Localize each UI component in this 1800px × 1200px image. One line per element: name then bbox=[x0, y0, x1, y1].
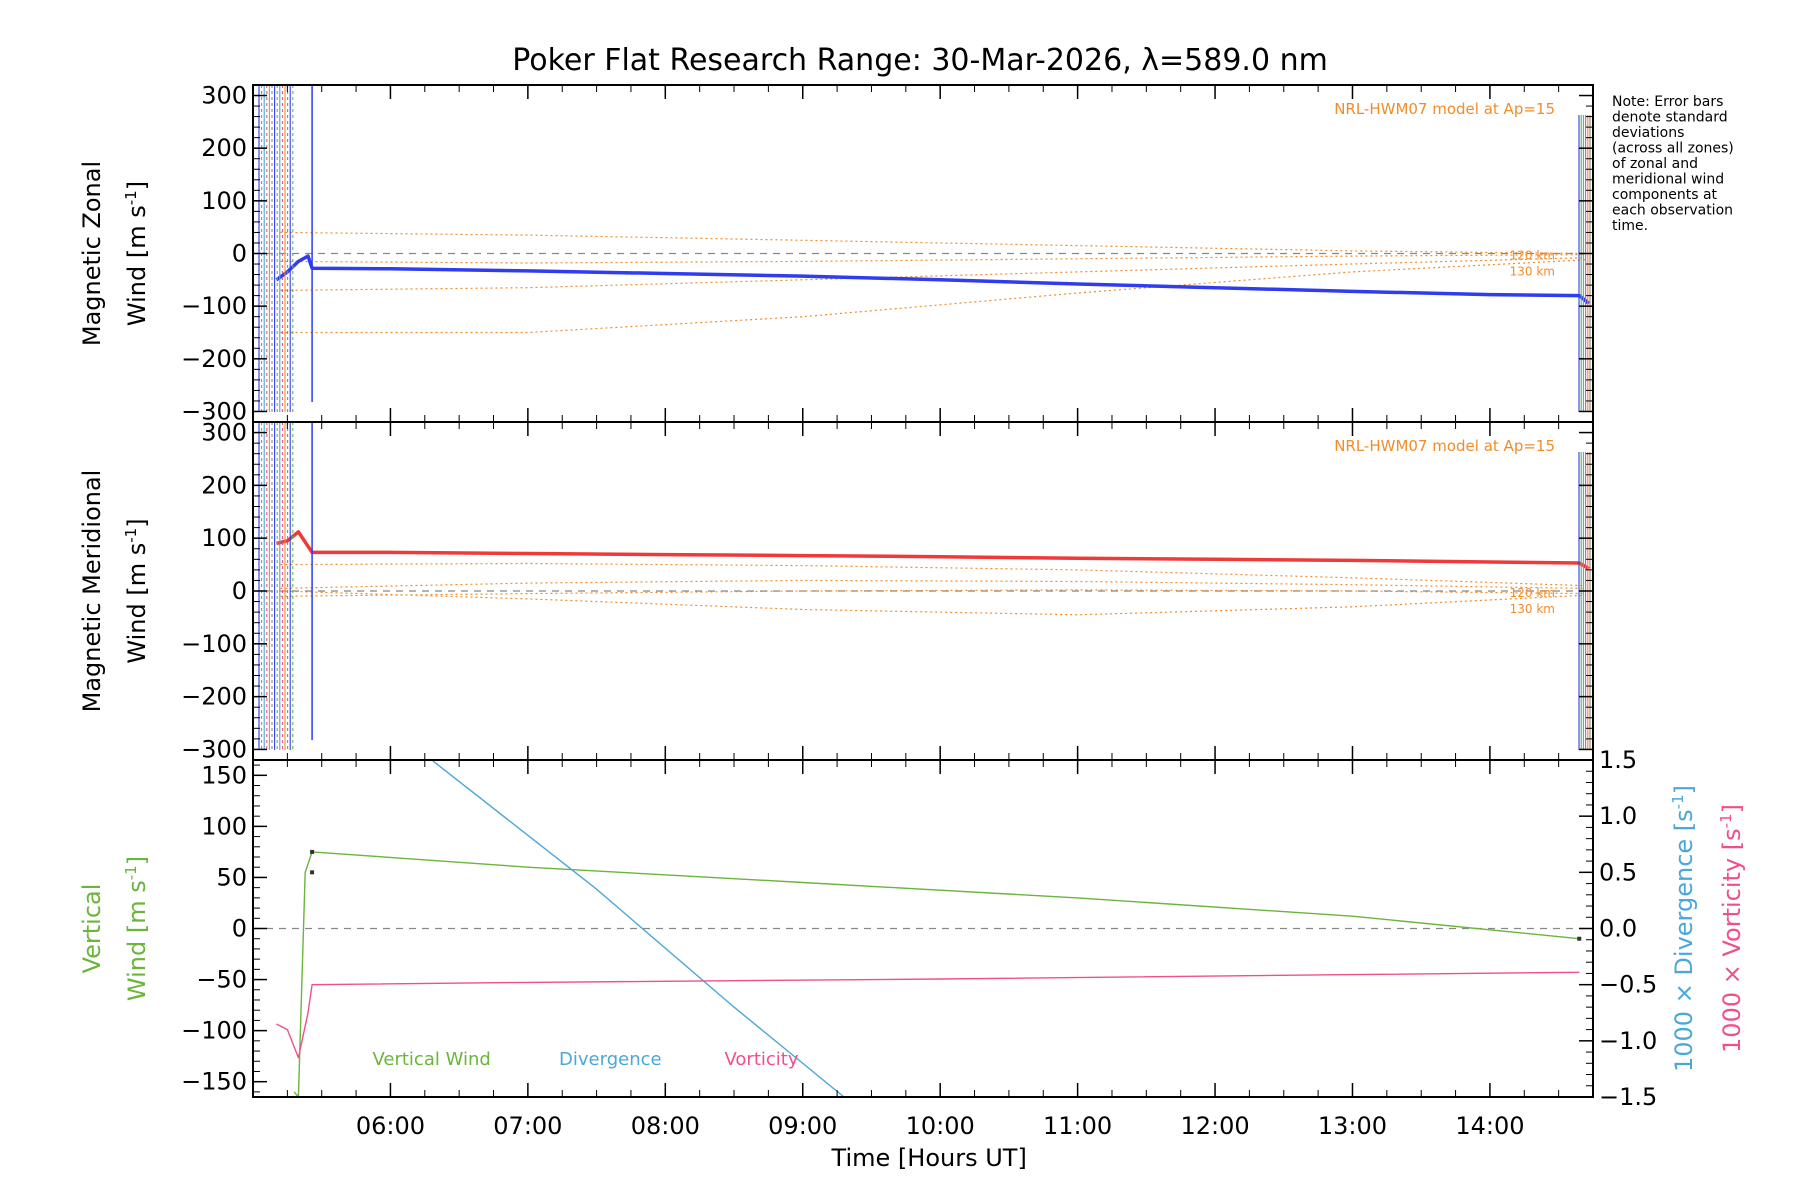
note-line: of zonal and bbox=[1612, 156, 1698, 172]
y-tick-label: 100 bbox=[201, 524, 247, 552]
y-axis-label-line2: Wind [m s-1] bbox=[122, 856, 151, 1001]
note-line: each observation bbox=[1612, 203, 1733, 219]
x-tick-label: 09:00 bbox=[768, 1112, 837, 1140]
y-tick-label: 300 bbox=[201, 419, 247, 447]
note-line: components at bbox=[1612, 187, 1718, 203]
x-tick-label: 06:00 bbox=[356, 1112, 425, 1140]
note-line: meridional wind bbox=[1612, 172, 1724, 188]
model-curve-model-lower bbox=[280, 259, 1587, 334]
x-tick-label: 13:00 bbox=[1318, 1112, 1387, 1140]
model-curve-model-upper bbox=[280, 562, 1587, 587]
y-tick-label: −100 bbox=[181, 630, 247, 658]
x-tick-label: 07:00 bbox=[493, 1112, 562, 1140]
series-divergence bbox=[431, 760, 845, 1097]
y-tick-label: −100 bbox=[181, 1017, 247, 1045]
model-curve-model-mid2 bbox=[280, 589, 1587, 597]
note-line: deviations bbox=[1612, 125, 1684, 141]
y-tick-label: −300 bbox=[181, 735, 247, 763]
series-vorticity bbox=[276, 971, 1580, 1059]
y-tick-label: 50 bbox=[216, 863, 247, 891]
y-tick-label: 100 bbox=[201, 812, 247, 840]
y-tick-label: −200 bbox=[181, 345, 247, 373]
y-tick-label: −150 bbox=[181, 1068, 247, 1096]
right-y-tick-label: 1.0 bbox=[1599, 802, 1637, 830]
y-tick-label: 0 bbox=[232, 915, 247, 943]
right-y-tick-label: −1.5 bbox=[1599, 1083, 1657, 1111]
y-axis-label-line1: Vertical bbox=[78, 884, 106, 974]
data-marker bbox=[310, 849, 315, 854]
note-line: Note: Error bars bbox=[1612, 94, 1723, 110]
model-curve-model-mid1 bbox=[280, 579, 1587, 589]
model-curve-model-mid2 bbox=[280, 257, 1587, 291]
note-line: time. bbox=[1612, 218, 1648, 234]
panel-vertical: 150 100 50 0 −50 −100 −150 Vertical Wind [m s-1]… bbox=[78, 746, 1746, 1172]
error-bars bbox=[258, 422, 1591, 750]
legend-vertical-wind: Vertical Wind bbox=[372, 1049, 490, 1070]
x-tick-label: 11:00 bbox=[1043, 1112, 1112, 1140]
x-axis-label: Time [Hours UT] bbox=[831, 1144, 1027, 1172]
series-vertical-wind bbox=[293, 851, 1580, 1097]
data-marker bbox=[1577, 936, 1582, 941]
data-marker bbox=[310, 870, 315, 875]
alt-label-120: 120 km bbox=[1510, 586, 1555, 600]
y-tick-label: −200 bbox=[181, 683, 247, 711]
right-axis-label-divergence: 1000 × Divergence [s-1] bbox=[1669, 785, 1698, 1072]
y-axis-label-line1: Magnetic Zonal bbox=[78, 161, 106, 346]
y-tick-label: −300 bbox=[181, 397, 247, 425]
y-tick-label: −50 bbox=[196, 966, 247, 994]
series-magnetic-zonal-wind bbox=[275, 254, 1591, 305]
y-tick-label: 300 bbox=[201, 82, 247, 110]
note-line: denote standard bbox=[1612, 110, 1728, 126]
model-curve-model-upper bbox=[280, 231, 1587, 255]
model-curve-model-mid1 bbox=[280, 254, 1587, 264]
model-label: NRL-HWM07 model at Ap=15 bbox=[1334, 100, 1555, 118]
legend-vorticity: Vorticity bbox=[725, 1049, 799, 1070]
right-y-tick-label: 1.5 bbox=[1599, 746, 1637, 774]
series-magnetic-meridional-wind bbox=[275, 530, 1590, 571]
chart-title: Poker Flat Research Range: 30-Mar-2026, … bbox=[512, 43, 1328, 78]
right-y-tick-label: −1.0 bbox=[1599, 1027, 1657, 1055]
alt-label-130: 130 km bbox=[1510, 265, 1555, 279]
right-y-tick-label: 0.0 bbox=[1599, 915, 1637, 943]
y-tick-label: 150 bbox=[201, 761, 247, 789]
y-tick-label: 200 bbox=[201, 471, 247, 499]
x-tick-label: 12:00 bbox=[1180, 1112, 1249, 1140]
x-tick-label: 10:00 bbox=[906, 1112, 975, 1140]
y-axis-label-line2: Wind [m s-1] bbox=[122, 181, 151, 326]
panel-zonal: NRL-HWM07 model at Ap=15 120 km 130 km 300 2… bbox=[78, 82, 1594, 425]
alt-label-120: 120 km bbox=[1510, 249, 1555, 263]
y-tick-label: 0 bbox=[232, 240, 247, 268]
y-tick-label: 100 bbox=[201, 187, 247, 215]
note-line: (across all zones) bbox=[1612, 141, 1734, 157]
model-label: NRL-HWM07 model at Ap=15 bbox=[1334, 437, 1555, 455]
y-tick-label: 200 bbox=[201, 134, 247, 162]
x-tick-label: 08:00 bbox=[631, 1112, 700, 1140]
y-axis-label-line2: Wind [m s-1] bbox=[122, 518, 151, 663]
x-tick-label: 14:00 bbox=[1455, 1112, 1524, 1140]
error-bars bbox=[258, 85, 1591, 412]
right-axis-label-vorticity: 1000 × Vorticity [s-1] bbox=[1717, 804, 1746, 1053]
legend-divergence: Divergence bbox=[559, 1049, 662, 1070]
y-tick-label: −100 bbox=[181, 292, 247, 320]
right-y-tick-label: −0.5 bbox=[1599, 971, 1657, 999]
right-y-tick-label: 0.5 bbox=[1599, 858, 1637, 886]
panel-meridional: NRL-HWM07 model at Ap=15 120 km 130 km 300 2… bbox=[78, 419, 1594, 763]
alt-label-130: 130 km bbox=[1510, 602, 1555, 616]
y-tick-label: 0 bbox=[232, 577, 247, 605]
y-axis-label-line1: Magnetic Meridional bbox=[78, 470, 106, 713]
model-curve-model-lower bbox=[280, 590, 1587, 616]
